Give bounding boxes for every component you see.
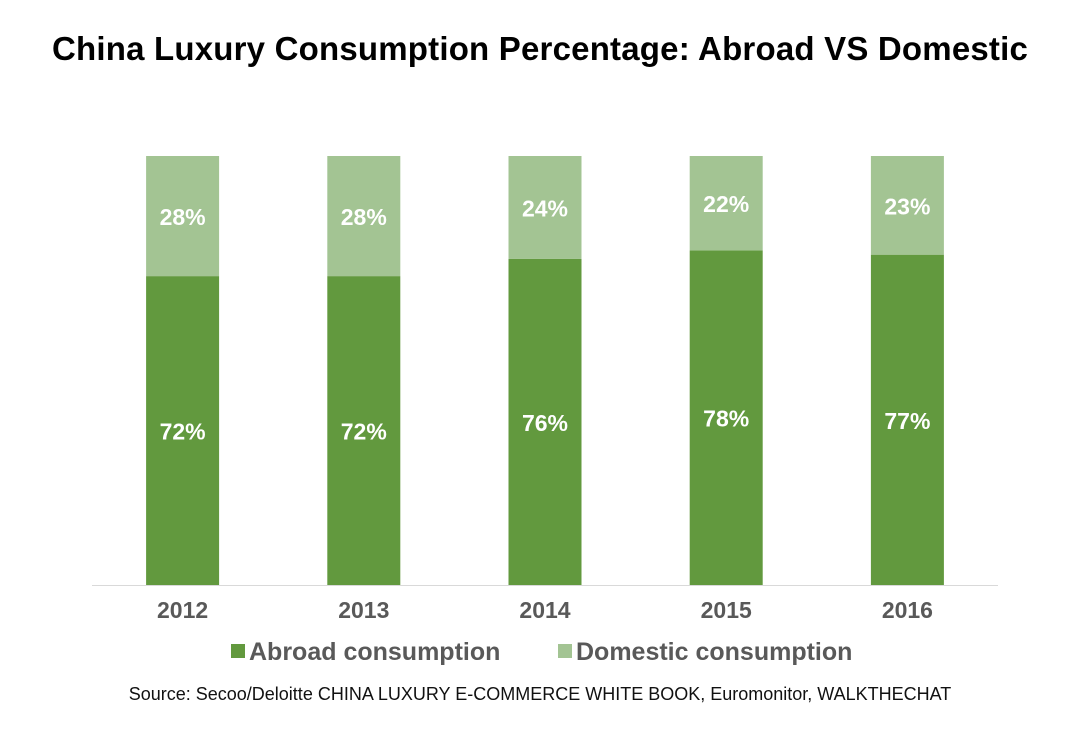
bar-domestic-2013 [327,156,401,277]
x-tick-label-2013: 2013 [338,597,389,623]
data-label-domestic-2013: 28% [341,204,387,230]
chart-title: China Luxury Consumption Percentage: Abr… [51,30,1029,67]
bar-abroad-2013 [327,276,401,585]
stacked-bar-chart: 72% 28% 2012 72% 28% 2013 76% 24% 2014 78% 22% 2015… [92,156,998,666]
data-label-abroad-2014: 76% [522,410,568,436]
legend-label-abroad: Abroad consumption [249,638,500,666]
data-label-abroad-2013: 72% [341,419,387,445]
x-tick-label-2014: 2014 [519,597,570,623]
bar-abroad-2012 [146,276,220,585]
bar-domestic-2012 [146,156,220,277]
data-label-domestic-2015: 22% [703,191,749,217]
data-label-domestic-2014: 24% [522,195,568,221]
x-tick-label-2015: 2015 [701,597,752,623]
legend-label-domestic: Domestic consumption [576,638,852,666]
data-label-abroad-2015: 78% [703,406,749,432]
bar-domestic-2016 [870,156,944,255]
data-label-domestic-2012: 28% [160,204,206,230]
x-tick-label-2012: 2012 [157,597,208,623]
x-tick-label-2016: 2016 [882,597,933,623]
bar-abroad-2015 [689,250,763,585]
data-label-abroad-2012: 72% [160,419,206,445]
source-note: Source: Secoo/Deloitte CHINA LUXURY E-CO… [128,684,952,704]
legend-swatch-domestic [558,644,572,658]
bar-abroad-2016 [870,254,944,586]
legend-swatch-abroad [231,644,245,658]
bar-domestic-2015 [689,156,763,251]
bar-domestic-2014 [508,156,582,259]
data-label-abroad-2016: 77% [884,408,930,434]
bar-abroad-2014 [508,258,582,585]
data-label-domestic-2016: 23% [884,193,930,219]
